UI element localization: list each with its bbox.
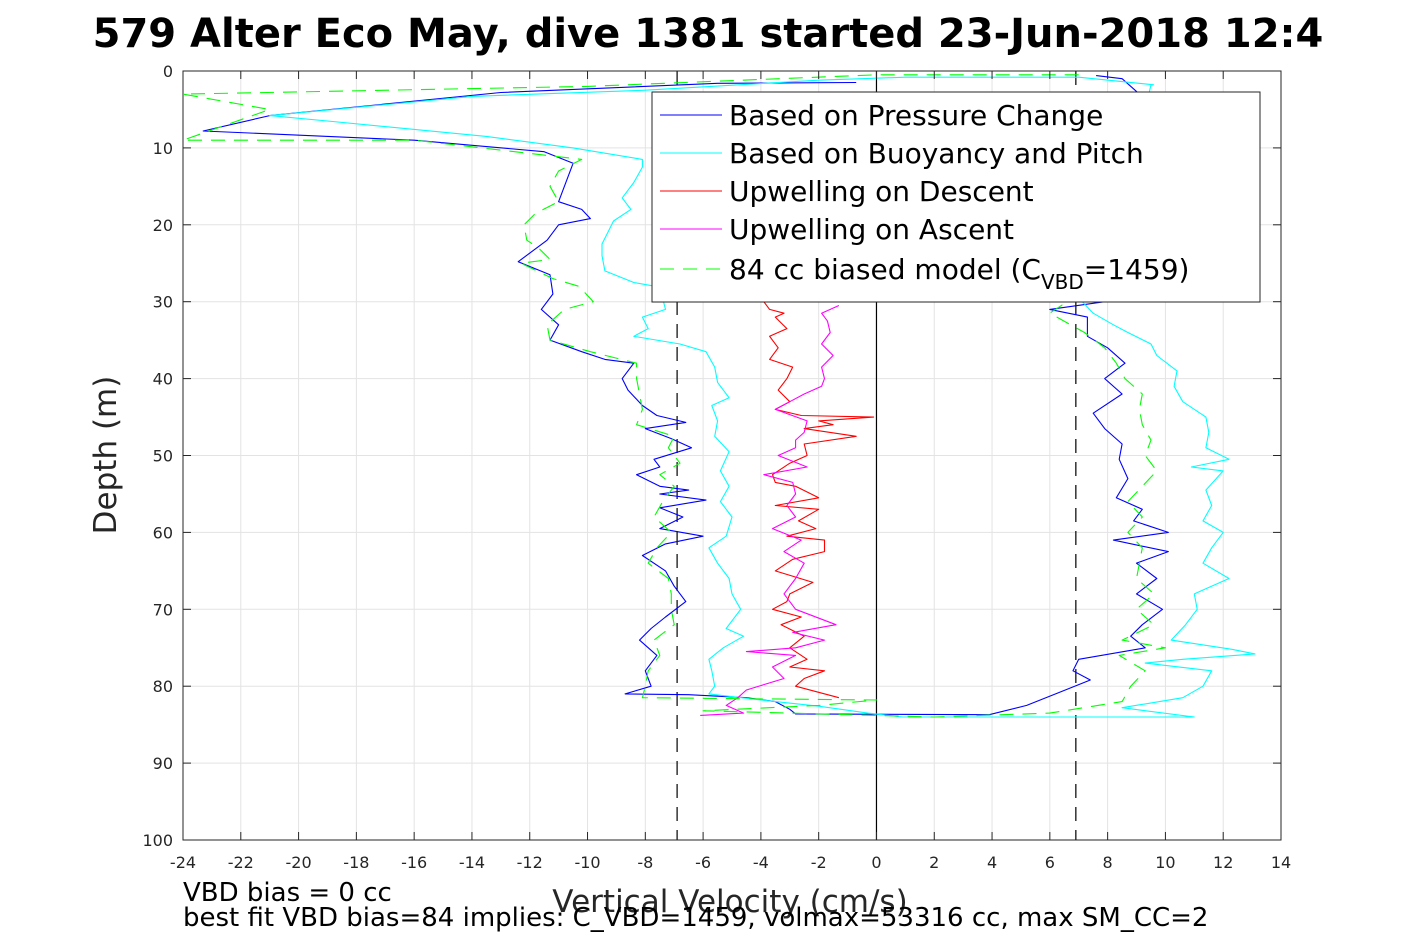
legend-box — [651, 91, 1261, 303]
axes-frame — [182, 70, 1282, 841]
x-tick-label: 6 — [1045, 853, 1055, 872]
y-tick-label: 70 — [153, 600, 173, 619]
x-tick-label: -24 — [170, 853, 196, 872]
x-tick-label: -2 — [811, 853, 827, 872]
x-tick-label: -22 — [228, 853, 254, 872]
x-tick-label: -10 — [574, 853, 600, 872]
series-line-1 — [269, 76, 1256, 718]
legend-entry-ascent: Upwelling on Ascent — [729, 213, 1014, 246]
y-tick-label: 50 — [153, 447, 173, 466]
footnote-best-fit: best fit VBD bias=84 implies: C_VBD=1459… — [183, 903, 1208, 933]
y-tick-label: 100 — [142, 831, 173, 850]
x-tick-label: 4 — [987, 853, 997, 872]
series-line-4 — [183, 74, 1166, 718]
legend-entry-descent: Upwelling on Descent — [729, 175, 1034, 208]
y-tick-label: 20 — [153, 216, 173, 235]
series-line-2 — [763, 301, 875, 699]
x-tick-label: -8 — [637, 853, 653, 872]
legend-model-prefix: 84 cc biased model (C — [729, 253, 1041, 286]
series-line-3 — [700, 304, 840, 716]
y-tick-label: 60 — [153, 523, 173, 542]
x-tick-label: -6 — [695, 853, 711, 872]
y-tick-label: 0 — [163, 62, 173, 81]
legend-model-suffix: =1459) — [1084, 253, 1190, 286]
x-tick-label: -20 — [286, 853, 312, 872]
y-tick-label: 30 — [153, 293, 173, 312]
footnote-vbd-bias: VBD bias = 0 cc — [183, 878, 392, 908]
x-tick-label: -4 — [753, 853, 769, 872]
series-line-0 — [202, 75, 1169, 716]
legend-entry-buoyancy: Based on Buoyancy and Pitch — [729, 137, 1144, 170]
axes-box — [182, 70, 1282, 841]
x-tick-label: 12 — [1213, 853, 1233, 872]
x-tick-label: -18 — [343, 853, 369, 872]
x-tick-label: 14 — [1271, 853, 1291, 872]
x-tick-label: -16 — [401, 853, 427, 872]
x-tick-label: -14 — [459, 853, 485, 872]
x-tick-label: 10 — [1155, 853, 1175, 872]
y-tick-label: 40 — [153, 370, 173, 389]
y-tick-label: 90 — [153, 754, 173, 773]
x-tick-label: 8 — [1103, 853, 1113, 872]
legend-entry-model: 84 cc biased model (CVBD=1459) — [729, 253, 1189, 294]
y-axis-label: Depth (m) — [88, 376, 124, 535]
plot-series — [183, 74, 1256, 718]
legend: Based on Pressure Change Based on Buoyan… — [651, 91, 1261, 303]
legend-entry-pressure: Based on Pressure Change — [729, 99, 1103, 132]
x-tick-label: -12 — [517, 853, 543, 872]
y-tick-label: 80 — [153, 677, 173, 696]
x-axis-label: Vertical Velocity (cm/s) — [552, 884, 907, 920]
x-tick-label: 0 — [871, 853, 881, 872]
chart-title: 579 Alter Eco May, dive 1381 started 23-… — [93, 11, 1324, 57]
legend-model-subscript: VBD — [1041, 270, 1084, 294]
y-tick-label: 10 — [153, 139, 173, 158]
x-tick-labels: -24 -22 -20 -18 -16 -14 -12 -10 -8 -6 -4 -2 0 2 4 6 8 10 1… — [170, 853, 1291, 872]
y-tick-labels: 0 10 20 30 40 50 60 70 80 90 100 — [142, 62, 173, 850]
x-tick-label: 2 — [929, 853, 939, 872]
